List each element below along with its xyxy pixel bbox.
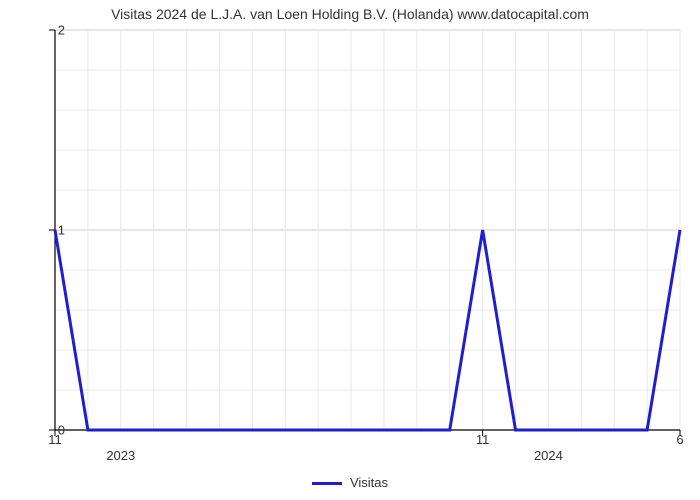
x-tick-label: 6 [676, 432, 683, 447]
legend: Visitas [0, 475, 700, 490]
x-sub-label: 2023 [106, 448, 135, 463]
legend-label: Visitas [350, 475, 388, 490]
x-tick-label: 11 [48, 432, 62, 447]
x-tick-label: 11 [476, 432, 490, 447]
y-tick-label: 2 [58, 23, 65, 38]
plot-svg [55, 30, 680, 430]
visits-chart: Visitas 2024 de L.J.A. van Loen Holding … [0, 0, 700, 500]
legend-swatch [312, 482, 342, 485]
x-sub-label: 2024 [534, 448, 563, 463]
y-tick-label: 1 [58, 223, 65, 238]
plot-area [55, 30, 680, 430]
chart-title: Visitas 2024 de L.J.A. van Loen Holding … [0, 6, 700, 22]
